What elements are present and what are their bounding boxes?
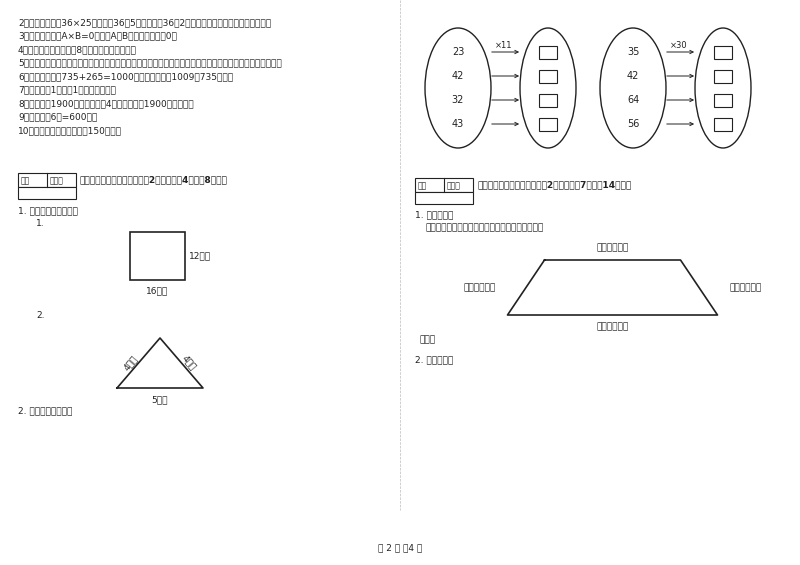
Text: （　　）毫米: （ ）毫米 — [596, 244, 629, 253]
Text: 2．（　　）计算36×25时，先把36和5相乘，再把36和2相乘，最后把两次乘得的结果相加。: 2．（ ）计算36×25时，先把36和5相乘，再把36和2相乘，最后把两次乘得的… — [18, 18, 271, 27]
Text: 量出每条边的长度，以毫米为单位，并计算周长。: 量出每条边的长度，以毫米为单位，并计算周长。 — [425, 223, 543, 232]
Text: 2. 看图填空：: 2. 看图填空： — [415, 355, 454, 364]
FancyBboxPatch shape — [714, 93, 732, 106]
Text: 周长：: 周长： — [420, 335, 436, 344]
Text: 2. 算一算，填一填。: 2. 算一算，填一填。 — [18, 406, 72, 415]
FancyBboxPatch shape — [415, 178, 473, 192]
Text: 5分米: 5分米 — [152, 395, 168, 404]
FancyBboxPatch shape — [714, 46, 732, 59]
Text: 43: 43 — [452, 119, 464, 129]
Text: 4分米: 4分米 — [122, 354, 139, 372]
Text: 64: 64 — [627, 95, 639, 105]
Text: 5．（　　）用同一条铁丝先围成一个最大的正方形，再围成一个最大的长方形，长方形和正方形的周长相等。: 5．（ ）用同一条铁丝先围成一个最大的正方形，再围成一个最大的长方形，长方形和正… — [18, 59, 282, 67]
Text: （　　）毫米: （ ）毫米 — [463, 283, 496, 292]
Text: 10．（　）一本故事书的重150千克。: 10．（ ）一本故事书的重150千克。 — [18, 126, 122, 135]
Text: 7．（　　）1吟棉与1吟铅花一样重。: 7．（ ）1吟棉与1吟铅花一样重。 — [18, 85, 116, 94]
Text: 4．（　　）一个两位敩8，积一定也是两为数。: 4．（ ）一个两位敩8，积一定也是两为数。 — [18, 45, 137, 54]
Text: ×30: ×30 — [670, 41, 688, 50]
FancyBboxPatch shape — [714, 69, 732, 82]
Text: 16厘米: 16厘米 — [146, 286, 169, 295]
Text: 12厘米: 12厘米 — [189, 251, 211, 260]
Text: 8．（　　）1900年的年份数是4的倍数，所以1900年是闰年。: 8．（ ）1900年的年份数是4的倍数，所以1900年是闰年。 — [18, 99, 194, 108]
FancyBboxPatch shape — [18, 187, 76, 199]
Text: 1. 求下面图形的周长。: 1. 求下面图形的周长。 — [18, 206, 78, 215]
Text: 得分: 得分 — [418, 181, 427, 190]
FancyBboxPatch shape — [714, 118, 732, 131]
Text: 35: 35 — [627, 47, 639, 57]
FancyBboxPatch shape — [539, 69, 557, 82]
Text: 2.: 2. — [36, 311, 45, 320]
FancyBboxPatch shape — [18, 173, 76, 187]
Text: 42: 42 — [627, 71, 639, 81]
Text: 32: 32 — [452, 95, 464, 105]
FancyBboxPatch shape — [415, 192, 473, 204]
FancyBboxPatch shape — [539, 118, 557, 131]
Text: 评卷人: 评卷人 — [50, 176, 64, 185]
Text: 得分: 得分 — [21, 176, 30, 185]
FancyBboxPatch shape — [539, 46, 557, 59]
Text: 56: 56 — [627, 119, 639, 129]
Text: 3．（　　）如果A×B=0，那么A和B中至少有一个是0。: 3．（ ）如果A×B=0，那么A和B中至少有一个是0。 — [18, 32, 177, 41]
Text: 6．（　　）根据735+265=1000，可以直接写出1009－735的差。: 6．（ ）根据735+265=1000，可以直接写出1009－735的差。 — [18, 72, 233, 81]
Text: 1. 动手操作。: 1. 动手操作。 — [415, 210, 454, 219]
Text: （　　）毫米: （ ）毫米 — [730, 283, 762, 292]
Text: 4分米: 4分米 — [181, 354, 198, 372]
Text: 23: 23 — [452, 47, 464, 57]
Text: 评卷人: 评卷人 — [447, 181, 461, 190]
FancyBboxPatch shape — [539, 93, 557, 106]
Text: 第 2 页 兲4 页: 第 2 页 兲4 页 — [378, 544, 422, 553]
FancyBboxPatch shape — [130, 232, 185, 280]
Text: 四、看清题目，细心计算（共2小题，每题4分，共8分）。: 四、看清题目，细心计算（共2小题，每题4分，共8分）。 — [80, 176, 228, 185]
Text: 1.: 1. — [36, 219, 45, 228]
Text: 42: 42 — [452, 71, 464, 81]
Text: 9．（　　）6分=600秒。: 9．（ ）6分=600秒。 — [18, 112, 98, 121]
Text: （　　）毫米: （ ）毫米 — [596, 323, 629, 332]
Text: ×11: ×11 — [495, 41, 513, 50]
Text: 五、认真思考，综合能力（共2小题，每题7分，共14分）。: 五、认真思考，综合能力（共2小题，每题7分，共14分）。 — [477, 180, 631, 189]
